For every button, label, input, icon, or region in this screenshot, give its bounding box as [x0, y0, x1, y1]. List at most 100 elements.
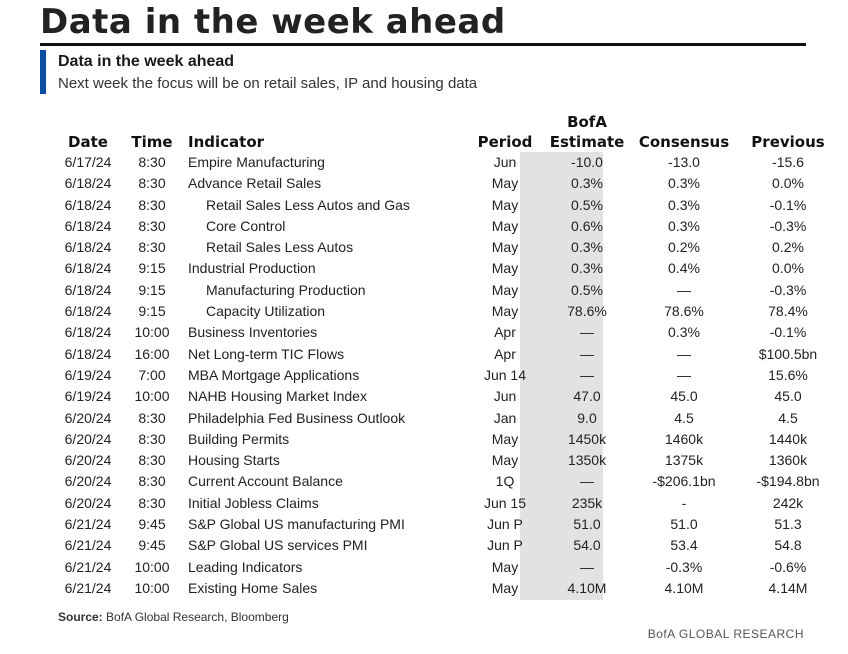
- cell-previous: $100.5bn: [758, 345, 818, 362]
- cell-previous: -15.6: [772, 154, 804, 170]
- cell-estimate: 78.6%: [567, 303, 607, 320]
- cell-estimate: 1450k: [567, 430, 607, 447]
- header-time: Time: [131, 133, 173, 151]
- cell-time: 7:00: [138, 366, 166, 383]
- cell-period: May: [491, 175, 519, 192]
- cell-time: 9:15: [138, 303, 166, 320]
- cell-previous: 0.2%: [772, 239, 804, 256]
- table-row: 6/18/24 8:30 Advance Retail Sales May 0.3% 0.…: [56, 173, 838, 194]
- cell-time: 8:30: [138, 175, 166, 192]
- cell-date: 6/19/24: [64, 388, 112, 405]
- source-text: BofA Global Research, Bloomberg: [106, 610, 289, 624]
- cell-previous: 1440k: [768, 430, 808, 447]
- cell-indicator: Net Long-term TIC Flows: [188, 345, 345, 362]
- table-row: 6/20/24 8:30 Current Account Balance 1Q — -$2…: [56, 471, 838, 492]
- cell-previous: 0.0%: [772, 175, 804, 192]
- cell-estimate: —: [580, 324, 594, 341]
- table-row: 6/21/24 10:00 Leading Indicators May — -0.3% -…: [56, 557, 838, 578]
- cell-date: 6/20/24: [64, 409, 112, 426]
- cell-date: 6/20/24: [64, 452, 112, 469]
- cell-previous: 4.5: [778, 409, 798, 426]
- cell-estimate: 0.5%: [571, 196, 603, 213]
- cell-previous: 15.6%: [768, 366, 808, 383]
- cell-period: May: [491, 196, 519, 213]
- source-label: Source:: [58, 610, 103, 624]
- table-row: 6/18/24 10:00 Business Inventories Apr — 0.3%…: [56, 322, 838, 343]
- header-estimate: BofA Estimate: [544, 110, 630, 152]
- header-consensus: Consensus: [638, 133, 730, 151]
- cell-time: 8:30: [138, 154, 166, 170]
- cell-date: 6/18/24: [64, 260, 112, 277]
- cell-time: 10:00: [134, 558, 170, 575]
- cell-date: 6/19/24: [64, 366, 112, 383]
- cell-consensus: 1460k: [664, 430, 704, 447]
- cell-date: 6/18/24: [64, 324, 112, 341]
- cell-date: 6/18/24: [64, 303, 112, 320]
- cell-estimate: —: [580, 558, 594, 575]
- cell-period: Apr: [494, 345, 516, 362]
- cell-consensus: 0.3%: [668, 196, 700, 213]
- cell-time: 8:30: [138, 239, 166, 256]
- table-row: 6/21/24 10:00 Existing Home Sales May 4.10M 4…: [56, 578, 838, 599]
- cell-indicator: Industrial Production: [188, 260, 316, 277]
- cell-period: Jun P: [487, 516, 523, 533]
- table-row: 6/20/24 8:30 Building Permits May 1450k 1460k…: [56, 429, 838, 450]
- economic-calendar-table: Date Time Indicator Period BofA Estimate …: [56, 110, 838, 599]
- cell-period: May: [491, 558, 519, 575]
- cell-indicator: Building Permits: [188, 430, 290, 447]
- table-row: 6/19/24 7:00 MBA Mortgage Applications Jun …: [56, 365, 838, 386]
- cell-time: 8:30: [138, 409, 166, 426]
- cell-previous: -0.1%: [769, 324, 807, 341]
- table-row: 6/20/24 8:30 Philadelphia Fed Business Out…: [56, 408, 838, 429]
- cell-consensus: —: [677, 345, 691, 362]
- cell-period: Jun: [493, 388, 517, 405]
- table-row: 6/18/24 9:15 Industrial Production May 0.3% 0…: [56, 258, 838, 279]
- cell-period: May: [491, 260, 519, 277]
- cell-date: 6/20/24: [64, 430, 112, 447]
- cell-time: 10:00: [134, 579, 170, 596]
- cell-consensus: -13.0: [668, 154, 700, 170]
- cell-date: 6/20/24: [64, 494, 112, 511]
- cell-time: 8:30: [138, 196, 166, 213]
- cell-time: 16:00: [134, 345, 170, 362]
- cell-date: 6/21/24: [64, 516, 112, 533]
- table-row: 6/18/24 8:30 Core Control May 0.6% 0.3% -0.3%: [56, 216, 838, 237]
- cell-consensus: 53.4: [670, 537, 698, 554]
- table-row: 6/18/24 9:15 Capacity Utilization May 78.6% 7…: [56, 301, 838, 322]
- cell-estimate: 4.10M: [567, 579, 607, 596]
- cell-previous: 0.0%: [772, 260, 804, 277]
- cell-indicator: Core Control: [206, 217, 286, 234]
- cell-previous: -0.1%: [769, 196, 807, 213]
- cell-estimate: —: [580, 366, 594, 383]
- table-row: 6/18/24 9:15 Manufacturing Production May 0.…: [56, 280, 838, 301]
- cell-time: 9:15: [138, 260, 166, 277]
- title-divider: [40, 43, 806, 46]
- cell-indicator: Current Account Balance: [188, 473, 343, 490]
- cell-indicator: Business Inventories: [188, 324, 318, 341]
- cell-previous: -0.6%: [769, 558, 807, 575]
- cell-date: 6/21/24: [64, 537, 112, 554]
- cell-previous: 1360k: [768, 452, 808, 469]
- cell-indicator: S&P Global US services PMI: [188, 537, 368, 554]
- header-period: Period: [477, 133, 533, 151]
- cell-previous: -0.3%: [769, 217, 807, 234]
- cell-date: 6/18/24: [64, 345, 112, 362]
- cell-consensus: -0.3%: [665, 558, 703, 575]
- cell-previous: -$194.8bn: [756, 473, 820, 490]
- cell-indicator: Retail Sales Less Autos and Gas: [206, 196, 410, 213]
- cell-consensus: 1375k: [664, 452, 704, 469]
- cell-previous: 51.3: [774, 516, 802, 533]
- cell-period: Jun: [493, 154, 517, 170]
- table-row: 6/17/24 8:30 Empire Manufacturing Jun -10.0 -…: [56, 152, 838, 173]
- footer-brand: BofA GLOBAL RESEARCH: [647, 627, 804, 641]
- cell-previous: 242k: [772, 494, 804, 511]
- cell-date: 6/18/24: [64, 217, 112, 234]
- header-date: Date: [68, 133, 108, 151]
- table-row: 6/20/24 8:30 Housing Starts May 1350k 1375k 13…: [56, 450, 838, 471]
- cell-consensus: 51.0: [670, 516, 698, 533]
- cell-estimate: 0.5%: [571, 281, 603, 298]
- source-note: Source: BofA Global Research, Bloomberg: [58, 610, 289, 624]
- cell-time: 8:30: [138, 452, 166, 469]
- cell-estimate: -10.0: [571, 154, 603, 170]
- cell-previous: 45.0: [774, 388, 802, 405]
